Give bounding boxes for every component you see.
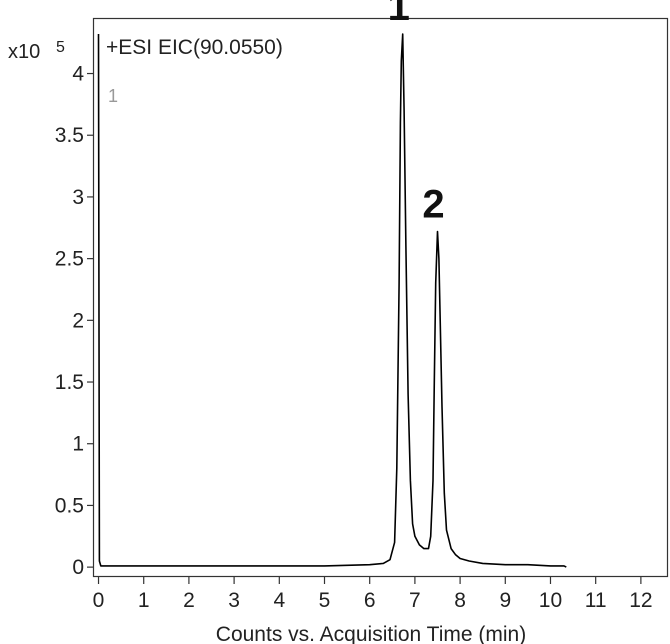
y-tick-label: 2 [72, 309, 84, 332]
series-line [97, 33, 567, 568]
x-tick-label: 7 [409, 589, 421, 612]
annotation-layer: 12 [388, 0, 445, 226]
y-tick-label: 0.5 [55, 494, 84, 517]
x-tick-label: 9 [499, 589, 511, 612]
y-tick-label: 3.5 [55, 124, 84, 147]
y-scale-exponent: 5 [56, 39, 65, 56]
peak-label: 1 [388, 0, 410, 29]
x-tick-label: 8 [454, 589, 466, 612]
trace-marker: 1 [108, 86, 118, 106]
y-tick-label: 4 [72, 63, 84, 86]
x-tick-label: 6 [364, 589, 376, 612]
y-tick-label: 1 [72, 433, 84, 456]
x-tick-label: 0 [93, 589, 105, 612]
x-tick-label: 12 [629, 589, 652, 612]
y-tick-label: 3 [72, 186, 84, 209]
y-tick-label: 0 [72, 556, 84, 579]
plot-frame [92, 17, 669, 578]
x-tick-label: 1 [138, 589, 150, 612]
y-tick-label: 1.5 [55, 371, 84, 394]
peak-label: 2 [422, 182, 444, 226]
y-tick-label: 2.5 [55, 248, 84, 271]
x-tick-label: 5 [319, 589, 331, 612]
x-axis-title: Counts vs. Acquisition Time (min) [216, 623, 526, 644]
x-tick-label: 11 [585, 589, 607, 612]
y-axis: 0 0.5 1 1.5 2 2.5 3 3.5 4 [55, 63, 94, 579]
y-scale-label: x10 [8, 41, 40, 63]
x-tick-label: 4 [273, 589, 285, 612]
x-tick-label: 3 [228, 589, 240, 612]
series-layer [97, 33, 567, 568]
x-tick-label: 10 [539, 589, 562, 612]
x-axis: 0 1 2 3 4 5 6 7 8 9 10 11 12 [93, 577, 653, 612]
x-tick-label: 2 [183, 589, 195, 612]
chart-title: +ESI EIC(90.0550) [106, 36, 283, 59]
